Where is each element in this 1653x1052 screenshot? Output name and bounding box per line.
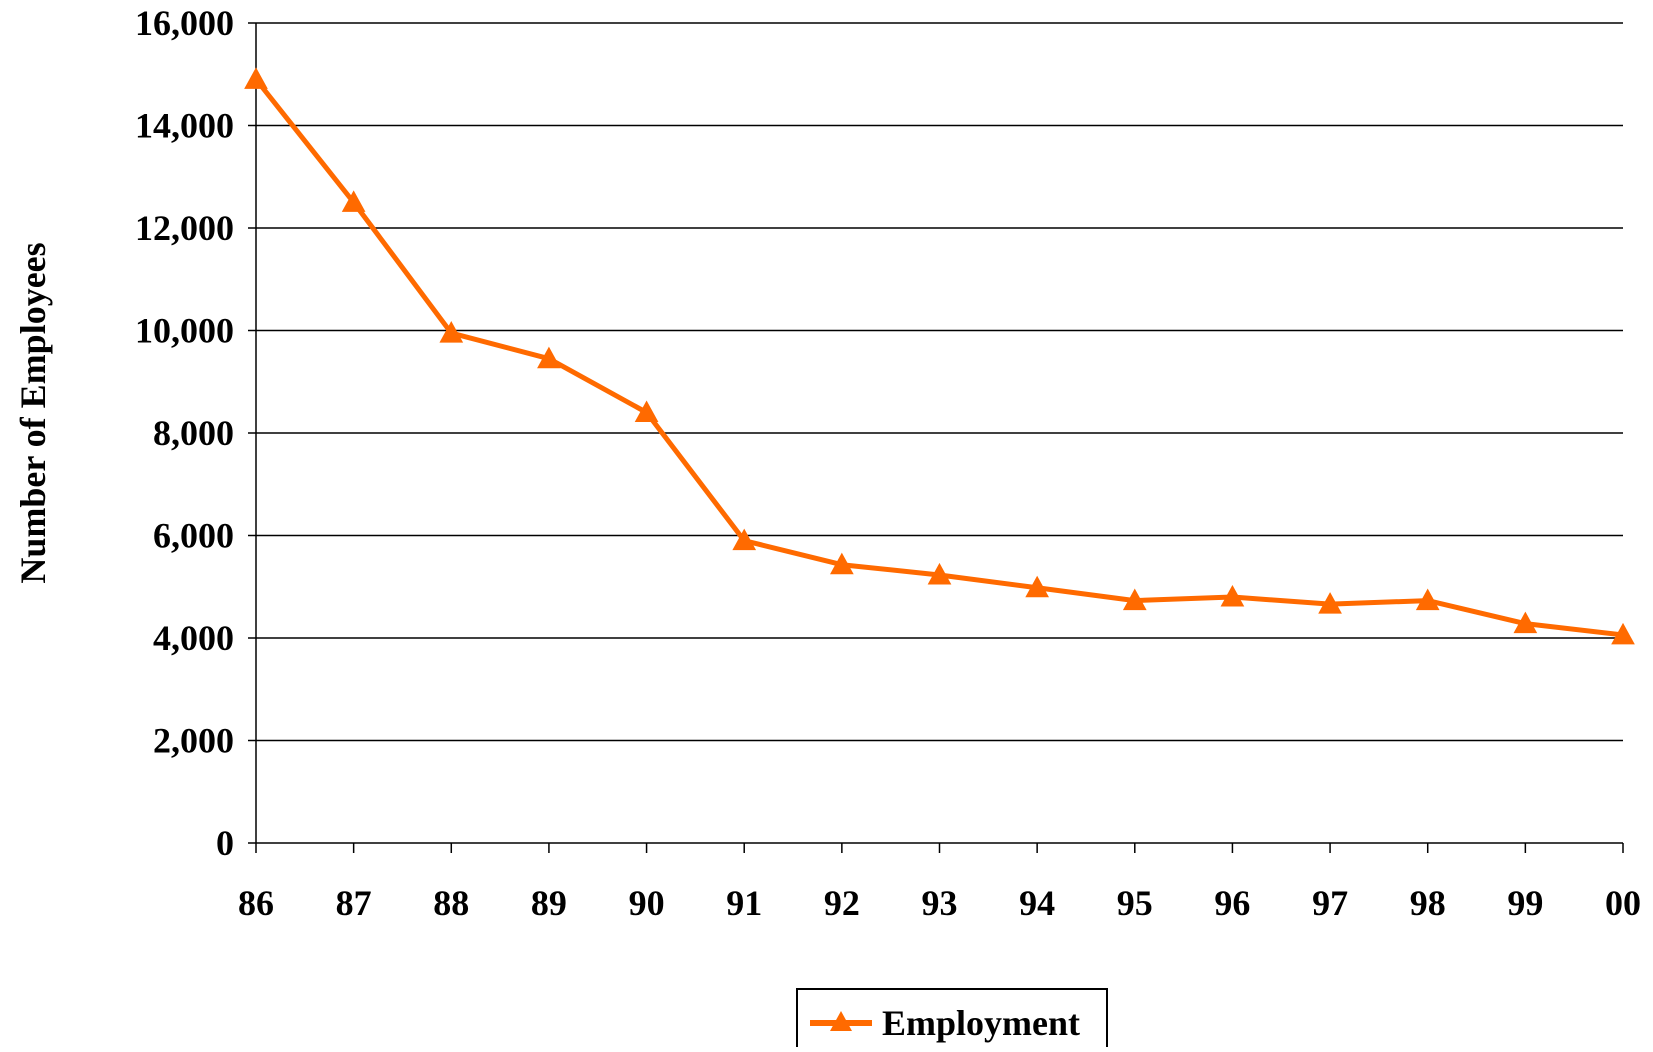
x-tick-label: 00 [1605,883,1641,923]
y-tick-label: 0 [216,823,234,863]
gridlines [256,22,1623,742]
data-point-marker [1025,575,1049,598]
x-tick-label: 95 [1117,883,1153,923]
data-point-marker [1611,622,1635,645]
y-tick-label: 14,000 [135,106,234,146]
series-line-employment [254,77,1624,638]
x-tick-label: 96 [1214,883,1250,923]
data-point-marker [537,346,561,369]
data-point-marker [732,528,757,551]
data-point-marker [244,67,268,89]
x-tick-label: 97 [1312,883,1348,923]
legend: Employment [796,988,1108,1052]
x-tick-label: 92 [824,883,860,923]
data-point-marker [634,400,659,422]
x-tick-label: 91 [726,883,762,923]
y-tick-label: 6,000 [153,516,234,556]
data-point-marker [927,562,952,585]
data-point-marker [1318,592,1342,614]
x-tick-label: 98 [1410,883,1446,923]
y-tick-label: 12,000 [135,208,234,248]
y-axis-title: Number of Employees [13,242,53,583]
legend-label-employment: Employment [882,1003,1080,1043]
data-point-marker [1513,611,1538,634]
data-point-marker [1220,584,1245,607]
data-point-marker [1415,588,1440,611]
y-tick-label: 2,000 [153,721,234,761]
x-tick-label: 87 [336,883,372,923]
axes [248,22,1624,853]
data-point-marker [830,552,854,575]
y-tick-label: 10,000 [135,311,234,351]
x-tick-label: 90 [629,883,665,923]
x-tick-label: 94 [1019,883,1055,923]
data-point-marker [439,321,464,343]
x-tick-label: 93 [922,883,958,923]
x-tick-label: 88 [433,883,469,923]
y-tick-label: 4,000 [153,618,234,658]
data-point-marker [1122,588,1147,611]
data-point-marker [341,190,366,212]
x-tick-label: 89 [531,883,567,923]
x-tick-label: 99 [1507,883,1543,923]
x-tick-label: 86 [238,883,274,923]
x-tick-labels: 86 87 88 89 90 91 92 93 94 95 96 97 98 99 00 [238,883,1641,923]
series-employment [244,67,1635,645]
legend-triangle-marker [830,1011,852,1031]
y-tick-label: 8,000 [153,413,234,453]
y-tick-labels: 0 2,000 4,000 6,000 8,000 10,000 12,000 14,000 1… [135,3,234,863]
y-tick-label: 16,000 [135,3,234,43]
